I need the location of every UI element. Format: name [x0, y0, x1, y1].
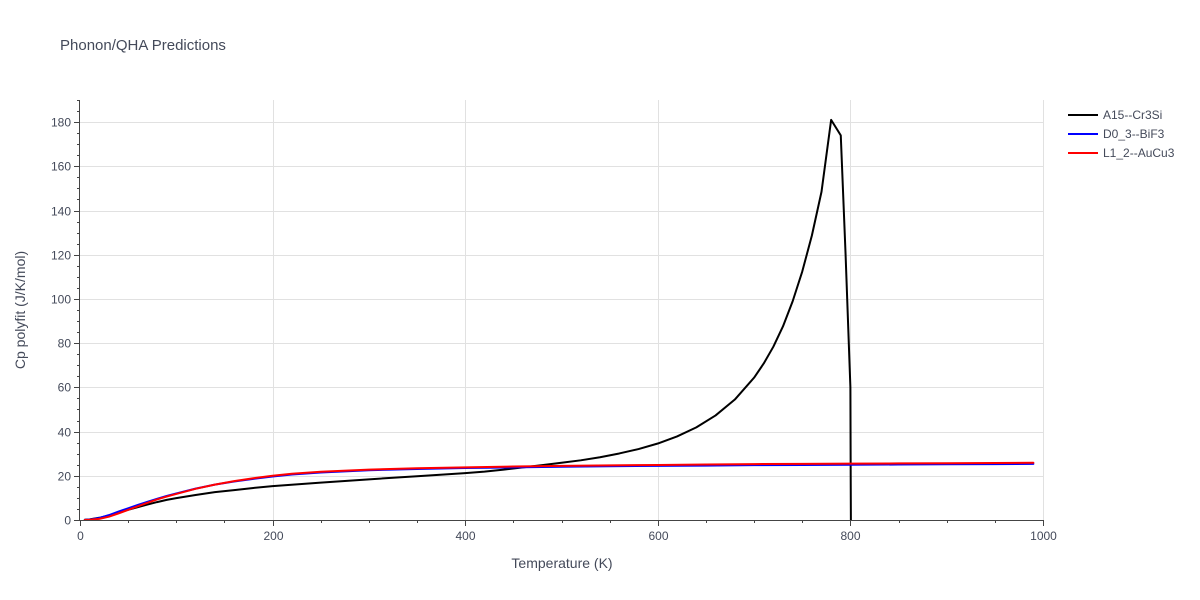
legend-item[interactable]: A15--Cr3Si — [1068, 108, 1162, 122]
y-tick-label: 120 — [51, 249, 71, 263]
x-tick-label: 0 — [77, 529, 84, 543]
x-tick-label: 800 — [840, 529, 860, 543]
legend-label: A15--Cr3Si — [1103, 108, 1162, 122]
legend-item[interactable]: D0_3--BiF3 — [1068, 127, 1165, 141]
legend-label: D0_3--BiF3 — [1103, 127, 1165, 141]
plot-series — [83, 118, 1035, 521]
chart-title: Phonon/QHA Predictions — [60, 37, 226, 54]
x-tick-label: 400 — [455, 529, 475, 543]
x-tick-label: 1000 — [1030, 529, 1057, 543]
y-tick-label: 40 — [58, 426, 72, 440]
series-line-0 — [83, 118, 852, 521]
y-ticks: 0 20 40 60 80 100 120 140 160 180 — [51, 100, 80, 528]
series-line-2 — [83, 461, 1035, 521]
y-tick-label: 20 — [58, 470, 72, 484]
x-ticks: 0 200 400 600 800 1000 — [77, 520, 1057, 543]
x-tick-label: 200 — [263, 529, 283, 543]
y-gridlines — [80, 122, 1043, 477]
legend-label: L1_2--AuCu3 — [1103, 146, 1175, 160]
legend[interactable]: A15--Cr3Si D0_3--BiF3 L1_2--AuCu3 — [1068, 108, 1175, 160]
y-tick-label: 100 — [51, 293, 71, 307]
y-tick-label: 180 — [51, 116, 71, 130]
y-tick-label: 160 — [51, 160, 71, 174]
y-tick-label: 140 — [51, 205, 71, 219]
x-axis-label: Temperature (K) — [511, 555, 612, 571]
y-tick-label: 0 — [64, 514, 71, 528]
x-tick-label: 600 — [648, 529, 668, 543]
y-tick-label: 80 — [58, 337, 72, 351]
legend-item[interactable]: L1_2--AuCu3 — [1068, 146, 1175, 160]
y-tick-label: 60 — [58, 381, 72, 395]
y-axis-label: Cp polyfit (J/K/mol) — [12, 251, 28, 369]
x-gridlines — [273, 100, 1044, 520]
